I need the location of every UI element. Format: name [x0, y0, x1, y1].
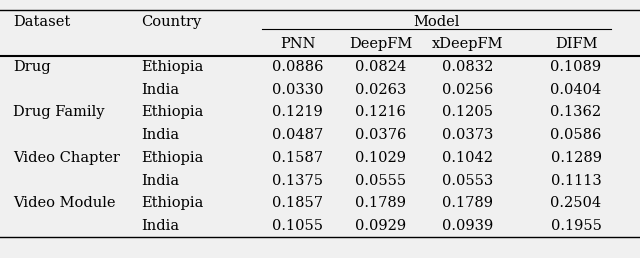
Text: 0.1289: 0.1289 — [550, 151, 602, 165]
Text: 0.1042: 0.1042 — [442, 151, 493, 165]
Text: 0.0824: 0.0824 — [355, 60, 406, 74]
Text: 0.0832: 0.0832 — [442, 60, 493, 74]
Text: 0.1955: 0.1955 — [550, 219, 602, 233]
Text: Ethiopia: Ethiopia — [141, 106, 203, 119]
Text: 0.1789: 0.1789 — [442, 196, 493, 210]
Text: Drug: Drug — [13, 60, 51, 74]
Text: Model: Model — [413, 15, 460, 29]
Text: Dataset: Dataset — [13, 15, 70, 29]
Text: 0.0404: 0.0404 — [550, 83, 602, 97]
Text: India: India — [141, 83, 179, 97]
Text: Video Module: Video Module — [13, 196, 115, 210]
Text: 0.0373: 0.0373 — [442, 128, 493, 142]
Text: 0.0886: 0.0886 — [272, 60, 323, 74]
Text: 0.1857: 0.1857 — [272, 196, 323, 210]
Text: 0.1362: 0.1362 — [550, 106, 602, 119]
Text: 0.2504: 0.2504 — [550, 196, 602, 210]
Text: India: India — [141, 174, 179, 188]
Text: 0.0487: 0.0487 — [272, 128, 323, 142]
Text: 0.1089: 0.1089 — [550, 60, 602, 74]
Text: 0.1375: 0.1375 — [272, 174, 323, 188]
Text: 0.0586: 0.0586 — [550, 128, 602, 142]
Text: 0.0929: 0.0929 — [355, 219, 406, 233]
Text: 0.0256: 0.0256 — [442, 83, 493, 97]
Text: 0.1219: 0.1219 — [272, 106, 323, 119]
Text: 0.1789: 0.1789 — [355, 196, 406, 210]
Text: Drug Family: Drug Family — [13, 106, 104, 119]
Text: 0.1216: 0.1216 — [355, 106, 406, 119]
Text: 0.1029: 0.1029 — [355, 151, 406, 165]
Text: 0.0555: 0.0555 — [355, 174, 406, 188]
Text: Ethiopia: Ethiopia — [141, 60, 203, 74]
Text: 0.1205: 0.1205 — [442, 106, 493, 119]
Text: 0.1587: 0.1587 — [272, 151, 323, 165]
Text: 0.0376: 0.0376 — [355, 128, 406, 142]
Text: 0.0553: 0.0553 — [442, 174, 493, 188]
Text: Ethiopia: Ethiopia — [141, 151, 203, 165]
Text: 0.1055: 0.1055 — [272, 219, 323, 233]
Text: Ethiopia: Ethiopia — [141, 196, 203, 210]
Text: xDeepFM: xDeepFM — [431, 37, 503, 51]
Text: Video Chapter: Video Chapter — [13, 151, 120, 165]
Text: Country: Country — [141, 15, 201, 29]
Text: DIFM: DIFM — [555, 37, 597, 51]
Text: 0.1113: 0.1113 — [550, 174, 602, 188]
Text: DeepFM: DeepFM — [349, 37, 412, 51]
Text: 0.0263: 0.0263 — [355, 83, 406, 97]
Text: 0.0939: 0.0939 — [442, 219, 493, 233]
Text: India: India — [141, 128, 179, 142]
Text: India: India — [141, 219, 179, 233]
Text: 0.0330: 0.0330 — [272, 83, 323, 97]
Text: PNN: PNN — [280, 37, 316, 51]
